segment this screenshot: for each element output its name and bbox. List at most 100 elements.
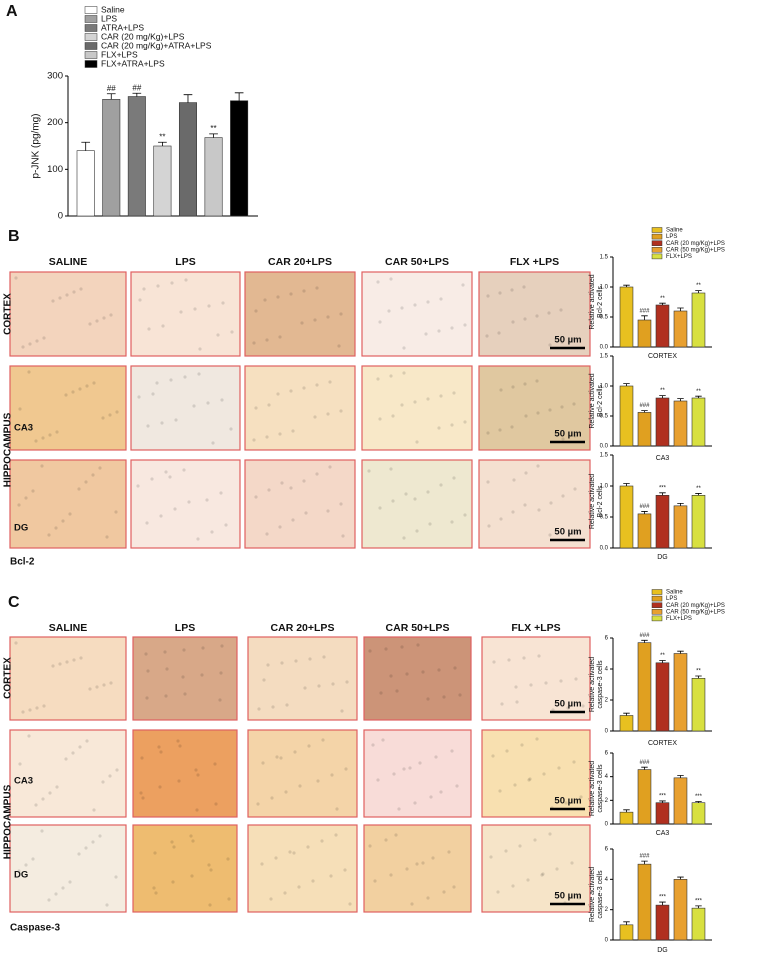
error-bar (623, 483, 630, 486)
cell (218, 698, 222, 702)
cell (254, 495, 258, 499)
cell (439, 483, 443, 487)
micrograph (247, 729, 358, 818)
scale-bar-label: 50 µm (554, 335, 581, 346)
cell (402, 536, 406, 540)
cell (376, 377, 380, 381)
column-header: SALINE (49, 256, 88, 268)
cell (542, 772, 546, 776)
cell (265, 338, 269, 342)
cell (510, 425, 514, 429)
cell (523, 382, 527, 386)
cell (55, 785, 59, 789)
legend-swatch (651, 247, 663, 253)
cell (345, 680, 349, 684)
cell (201, 646, 205, 650)
micrograph (363, 636, 472, 721)
cell (379, 691, 383, 695)
cell (171, 880, 175, 884)
cell (151, 392, 155, 396)
bar (153, 145, 172, 217)
cell (159, 750, 163, 754)
bar (637, 642, 652, 732)
cell (343, 868, 347, 872)
legend-swatch (651, 615, 663, 622)
cell (450, 749, 454, 753)
cell (408, 766, 412, 770)
cell (279, 756, 283, 760)
cell (442, 695, 446, 699)
bar (178, 102, 197, 217)
cell (78, 387, 82, 391)
legend-label: CAR (20 mg/Kg)+ATRA+LPS (101, 40, 212, 50)
cell (145, 696, 149, 700)
error-bar (132, 92, 142, 97)
legend-swatch (651, 602, 663, 608)
cell (28, 342, 32, 346)
cell (101, 416, 105, 420)
legend-label: CAR (50 mg/Kg)+LPS (666, 609, 725, 615)
cell (421, 670, 425, 674)
y-tick-label: 0.5 (600, 515, 609, 521)
cell (367, 469, 371, 473)
micrograph (363, 824, 472, 913)
bar (691, 907, 706, 941)
cell (415, 440, 419, 444)
cell (522, 285, 526, 289)
cell (220, 644, 224, 648)
cell (564, 801, 568, 805)
cell (549, 501, 553, 505)
error-bar (677, 650, 684, 654)
cell (105, 535, 109, 539)
cell (334, 833, 338, 837)
cell (513, 783, 517, 787)
bar (637, 412, 652, 447)
cell (183, 692, 187, 696)
y-tick-label: 6 (605, 636, 609, 642)
cell (526, 878, 530, 882)
significance-label: ** (696, 486, 701, 492)
cell (173, 507, 177, 511)
cell (41, 797, 45, 801)
cell (114, 875, 118, 879)
y-tick-label: 2 (605, 698, 609, 704)
cell (54, 526, 58, 530)
scale-bar-label: 50 µm (554, 527, 581, 538)
cell (196, 537, 200, 541)
cell (339, 312, 343, 316)
column-header: SALINE (49, 622, 88, 634)
cell (402, 767, 406, 771)
cell (450, 326, 454, 330)
bar (691, 397, 706, 447)
cell (384, 838, 388, 842)
x-axis-label: CA3 (656, 455, 670, 462)
legend-swatch (84, 33, 98, 41)
cell (283, 891, 287, 895)
cell (573, 487, 577, 491)
cell (313, 415, 317, 419)
cell (278, 335, 282, 339)
cell (413, 497, 417, 501)
cell (24, 496, 28, 500)
bar (655, 397, 670, 447)
cell (320, 839, 324, 843)
cell (405, 672, 409, 676)
error-bar (623, 809, 630, 813)
significance-label: ** (210, 124, 216, 133)
cell (147, 327, 151, 331)
cell (156, 284, 160, 288)
cell (182, 648, 186, 652)
cell (224, 523, 228, 527)
cell (555, 867, 559, 871)
cell (496, 890, 500, 894)
cell (561, 437, 565, 441)
cell (77, 852, 81, 856)
cell (337, 344, 341, 348)
cell (68, 512, 72, 516)
cell (154, 891, 158, 895)
significance-label: ** (696, 389, 701, 395)
cell (447, 850, 451, 854)
cell (535, 379, 539, 383)
cell (572, 760, 576, 764)
